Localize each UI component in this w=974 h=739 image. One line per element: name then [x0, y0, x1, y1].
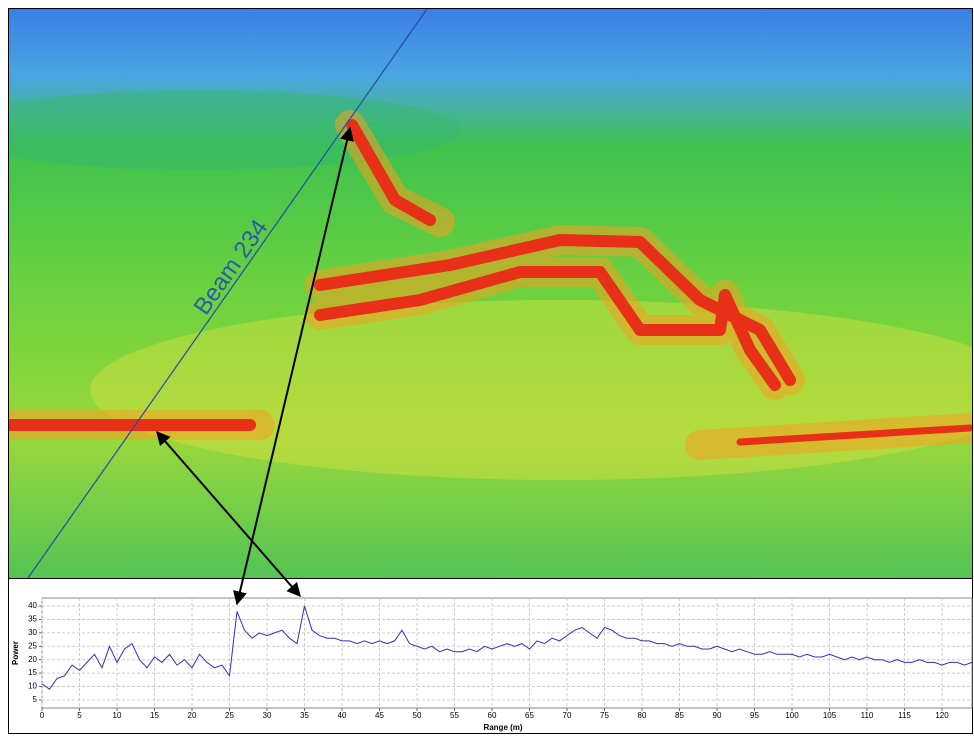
x-tick-label: 20	[188, 711, 197, 720]
x-tick-label: 120	[935, 711, 949, 720]
x-tick-label: 100	[785, 711, 799, 720]
y-axis-label: Power	[11, 641, 20, 665]
y-tick-label: 30	[28, 628, 37, 637]
page: Beam 234 Power Range (m) 5 10 15 20 25 30 35 40…	[0, 0, 974, 739]
sonar-image: Beam 234	[0, 9, 974, 578]
x-tick-label: 15	[150, 711, 159, 720]
x-tick-label: 90	[713, 711, 722, 720]
x-tick-label: 95	[750, 711, 759, 720]
x-tick-label: 45	[375, 711, 384, 720]
y-tick-label: 15	[28, 668, 37, 677]
x-tick-label: 5	[77, 711, 82, 720]
x-tick-label: 50	[413, 711, 422, 720]
y-tick-label: 35	[28, 615, 37, 624]
x-tick-label: 30	[263, 711, 272, 720]
plot-area	[42, 598, 972, 708]
x-tick-label: 115	[898, 711, 911, 720]
x-tick-label: 75	[600, 711, 609, 720]
x-tick-label: 110	[861, 711, 874, 720]
x-tick-label: 105	[823, 711, 837, 720]
x-tick-label: 35	[300, 711, 309, 720]
x-tick-label: 80	[638, 711, 647, 720]
y-tick-label: 25	[28, 641, 37, 650]
x-tick-label: 40	[338, 711, 347, 720]
x-tick-label: 65	[525, 711, 534, 720]
x-tick-label: 85	[675, 711, 684, 720]
y-tick-label: 40	[28, 601, 37, 610]
y-tick-label: 10	[28, 682, 37, 691]
x-axis-label: Range (m)	[483, 723, 522, 732]
x-tick-label: 55	[450, 711, 459, 720]
screen: Beam 234 Power Range (m) 5 10 15 20 25 30 35 40…	[0, 0, 974, 734]
x-tick-label: 60	[488, 711, 497, 720]
y-tick-label: 20	[28, 655, 37, 664]
x-tick-label: 70	[563, 711, 572, 720]
y-tick-label: 5	[33, 695, 38, 704]
x-tick-label: 25	[225, 711, 234, 720]
x-tick-label: 10	[113, 711, 122, 720]
x-tick-label: 0	[40, 711, 45, 720]
